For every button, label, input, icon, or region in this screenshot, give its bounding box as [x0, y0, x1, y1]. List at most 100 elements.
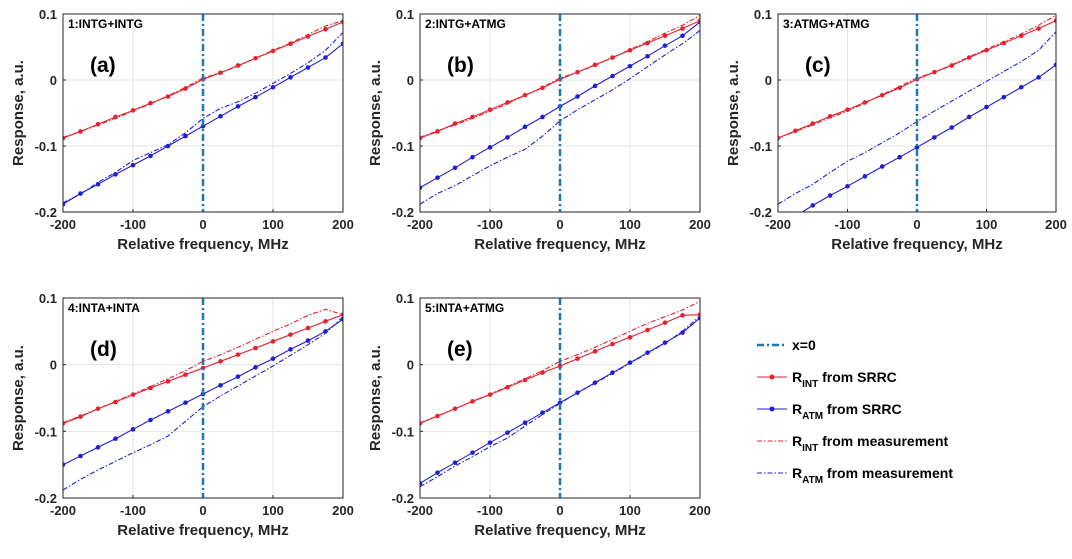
legend-label: RATM from SRRC [792, 401, 902, 422]
legend-entry-vline: x=0 [757, 337, 816, 353]
ratm-srrc-point [165, 409, 171, 414]
panel-letter: (d) [90, 338, 117, 361]
y-tick-label: 0 [407, 73, 414, 88]
ratm-srrc-point [1001, 94, 1007, 100]
rint-srrc-point [522, 377, 528, 383]
rint-srrc-point [778, 135, 781, 141]
rint-srrc-point [270, 48, 276, 54]
ratm-srrc-point [323, 329, 328, 334]
rint-srrc-point [645, 40, 650, 46]
ratm-srrc-point [897, 154, 902, 160]
ratm-srrc-point [610, 73, 615, 79]
rint-srrc-point [305, 325, 311, 331]
ratm-srrc-point [610, 370, 615, 375]
ratm-srrc-point [932, 135, 937, 140]
rint-srrc-point [63, 421, 66, 426]
ratm-srrc-point [420, 481, 423, 486]
rint-srrc-point [63, 135, 66, 141]
legend-rest: from SRRC [823, 401, 902, 417]
rint-srrc-point [340, 19, 343, 25]
x-tick-label: 0 [556, 217, 563, 232]
x-tick-label: 100 [619, 217, 641, 232]
x-tick-label: 100 [262, 217, 284, 232]
panel-4: -200 -100 0 100 200 -0.2 -0.1 0 0.1 Relative freq… [10, 291, 354, 539]
rint-srrc-point [592, 349, 598, 354]
ratm-srrc-point [662, 340, 668, 345]
legend-subscript: ATM [802, 475, 823, 486]
y-axis-label: Response, a.u. [367, 60, 384, 166]
legend-subscript: ATM [802, 411, 823, 422]
x-tick-label: -100 [477, 217, 503, 232]
ratm-srrc-point [218, 383, 223, 388]
x-tick-label: 200 [689, 503, 711, 518]
rint-srrc-point [148, 100, 153, 106]
ratm-srrc-point [487, 145, 493, 150]
rint-srrc-point [470, 114, 475, 120]
rint-srrc-point [1036, 26, 1041, 31]
rint-srrc-point [435, 413, 440, 419]
ratm-srrc-point [1036, 75, 1041, 80]
ratm-srrc-point [949, 125, 955, 130]
rint-srrc-point [340, 312, 343, 317]
ratm-srrc-point [148, 417, 153, 423]
panel-title: 5:INTA+ATMG [425, 301, 504, 315]
rint-srrc-point [323, 319, 328, 324]
rint-srrc-point [288, 332, 293, 337]
rint-srrc-point [680, 26, 685, 31]
ratm-srrc-point [435, 470, 440, 475]
rint-srrc-point [323, 26, 328, 32]
y-tick-label: 0 [50, 73, 57, 88]
y-tick-label: 0 [765, 73, 772, 88]
ratm-srrc-point [340, 317, 343, 322]
ratm-srrc-point [95, 445, 101, 450]
series-ratm-measurement-line [63, 32, 343, 204]
rint-srrc-point [452, 121, 458, 126]
ratm-srrc-point [662, 43, 668, 48]
rint-srrc-point [897, 85, 902, 91]
y-tick-label: -0.2 [392, 491, 414, 506]
ratm-srrc-point [270, 356, 276, 361]
legend-main: x=0 [792, 337, 816, 353]
series-group [420, 298, 700, 498]
rint-srrc-point [827, 114, 833, 119]
ratm-srrc-point [810, 203, 816, 208]
legend-label: RATM from measurement [792, 465, 953, 486]
legend-main: R [792, 465, 802, 481]
ratm-srrc-point [235, 374, 241, 379]
y-tick-label: -0.2 [35, 491, 57, 506]
legend-rest: from SRRC [818, 369, 897, 385]
ratm-srrc-point [95, 181, 101, 187]
ratm-srrc-point [575, 390, 580, 395]
x-tick-label: 200 [1045, 217, 1067, 232]
x-axis-label: Relative frequency, MHz [474, 236, 645, 253]
ratm-srrc-point [540, 410, 545, 415]
legend-entry-blue_meas: RATM from measurement [757, 465, 953, 486]
series-group [778, 14, 1056, 212]
rint-srrc-point [130, 108, 136, 113]
ratm-srrc-point [183, 400, 188, 405]
rint-srrc-point [793, 128, 798, 134]
rint-srrc-point [487, 107, 493, 112]
panel-3: -200 -100 0 100 200 -0.2 -0.1 0 0.1 Relative freq… [725, 7, 1067, 253]
y-tick-label: -0.1 [35, 424, 57, 439]
rint-srrc-point [949, 63, 955, 68]
x-tick-label: -200 [765, 217, 791, 232]
ratm-srrc-point [235, 104, 241, 109]
y-axis-label: Response, a.u. [10, 345, 27, 451]
x-tick-label: 0 [913, 217, 920, 232]
rint-srrc-point [165, 94, 171, 99]
series-group [63, 298, 343, 498]
rint-srrc-point [420, 421, 423, 426]
x-tick-label: 200 [332, 217, 354, 232]
ratm-srrc-point [645, 350, 650, 355]
plot-frame [62, 297, 344, 499]
rint-srrc-point [95, 406, 101, 411]
legend-subscript: INT [802, 443, 818, 454]
rint-srrc-point [253, 55, 258, 61]
ratm-srrc-point [470, 154, 475, 160]
series-rint-measurement-line [420, 14, 700, 138]
ratm-srrc-point [288, 75, 293, 80]
y-tick-label: -0.1 [392, 424, 414, 439]
rint-srrc-point [113, 399, 118, 405]
rint-srrc-point [932, 69, 937, 75]
